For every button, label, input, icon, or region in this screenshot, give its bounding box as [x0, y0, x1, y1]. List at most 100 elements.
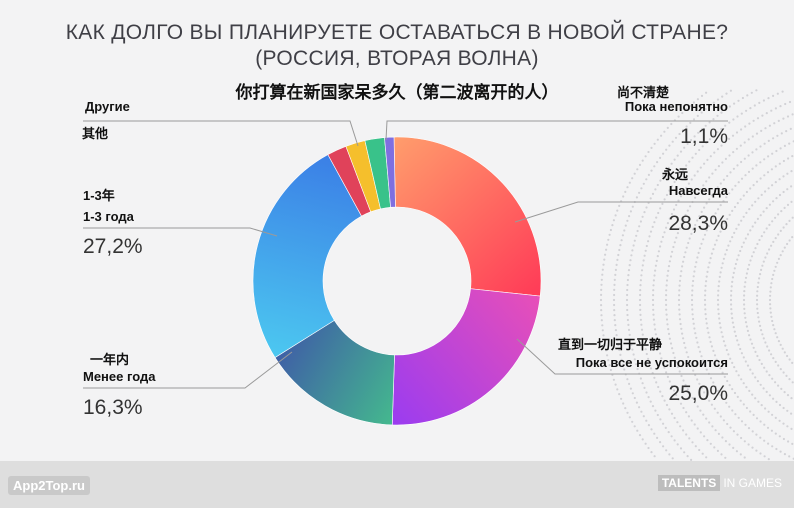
decor-dot [744, 281, 747, 284]
decor-dot [698, 448, 701, 452]
decor-dot [601, 329, 604, 332]
decor-dot [678, 318, 682, 321]
decor-dot [765, 227, 768, 230]
decor-dot [742, 356, 745, 359]
decor-dot [670, 384, 674, 388]
decor-dot [720, 144, 723, 147]
decor-dot [665, 303, 668, 306]
decor-dot [623, 368, 626, 371]
decor-dot [786, 354, 789, 358]
decor-dot [626, 186, 629, 189]
decor-dot [663, 231, 666, 234]
decor-dot [653, 432, 656, 435]
decor-dot [771, 184, 774, 187]
decor-dot [692, 369, 695, 372]
decor-dot [744, 276, 748, 279]
decor-dot [764, 407, 767, 410]
decor-dot [745, 211, 748, 214]
decor-dot [742, 382, 745, 385]
decor-dot [604, 344, 607, 347]
decor-dot [719, 182, 722, 185]
decor-dot [786, 409, 789, 412]
decor-dot [691, 156, 694, 159]
decor-dot [696, 405, 699, 408]
decor-dot [704, 294, 707, 297]
decor-dot [788, 455, 791, 458]
decor-dot [745, 272, 749, 275]
decor-dot [775, 149, 778, 153]
decor-dot [687, 415, 691, 418]
label-less-year-zh: 一年内 [90, 352, 130, 367]
decor-dot [716, 411, 719, 414]
decor-dot [620, 358, 623, 361]
decor-dot [678, 370, 681, 373]
decor-dot [757, 281, 760, 284]
decor-dot [752, 184, 755, 187]
decor-dot [667, 332, 671, 335]
in-games-logo-text: IN GAMES [723, 476, 782, 490]
decor-dot [721, 335, 724, 338]
decor-dot [650, 428, 653, 431]
decor-dot [732, 326, 735, 329]
decor-dot [639, 293, 642, 297]
decor-dot [638, 298, 642, 302]
decor-dot [735, 227, 738, 230]
decor-dot [767, 442, 770, 445]
decor-dot [670, 412, 674, 415]
decor-dot [772, 137, 775, 140]
decor-dot [719, 393, 722, 396]
decor-dot [665, 289, 668, 292]
decor-dot [740, 160, 743, 164]
decor-dot [745, 325, 749, 328]
decor-dot [743, 285, 746, 288]
decor-dot [704, 124, 707, 127]
decor-dot [778, 419, 781, 422]
decor-dot [729, 171, 732, 174]
decor-dot [632, 244, 635, 247]
decor-dot [756, 380, 760, 383]
decor-dot [691, 294, 694, 297]
label-other-zh: 其他 [82, 126, 109, 141]
decor-dot [780, 210, 783, 213]
decor-dot [673, 241, 676, 244]
decor-dot [739, 347, 742, 351]
decor-dot [724, 344, 727, 347]
decor-dot [740, 436, 743, 440]
decor-dot [783, 246, 786, 249]
decor-dot [742, 298, 746, 302]
decor-dot [677, 398, 680, 401]
decor-dot [779, 368, 782, 371]
decor-dot [647, 150, 650, 154]
decor-dot [739, 249, 742, 253]
decor-dot [678, 132, 681, 136]
decor-dot [725, 196, 728, 199]
leader-line-1-3-years [83, 227, 278, 237]
decor-dot [764, 341, 767, 344]
decor-dot [639, 289, 642, 292]
decor-dot [737, 181, 740, 184]
decor-dot [704, 313, 707, 316]
decor-dot [729, 426, 732, 429]
decor-dot [662, 445, 665, 448]
decor-dot [717, 294, 720, 297]
decor-dot [639, 279, 643, 282]
decor-dot [614, 324, 617, 327]
decor-dot [747, 427, 751, 430]
decor-dot [641, 215, 644, 218]
decor-dot [721, 436, 724, 439]
value-until-calm: 25,0% [668, 382, 728, 405]
decor-dot [666, 222, 670, 225]
decor-dot [752, 251, 755, 254]
decor-dot [666, 126, 669, 129]
decor-dot [601, 273, 604, 276]
decor-dot [736, 115, 739, 118]
value-forever: 28,3% [668, 212, 728, 235]
decor-dot [788, 100, 792, 104]
decor-dot [733, 205, 737, 209]
decor-dot [624, 190, 627, 193]
label-1-3-years-ru: 1-3 года [83, 209, 134, 224]
decor-dot [693, 135, 696, 138]
decor-dot [696, 341, 699, 344]
decor-dot [694, 445, 697, 448]
decor-dot [721, 226, 724, 229]
